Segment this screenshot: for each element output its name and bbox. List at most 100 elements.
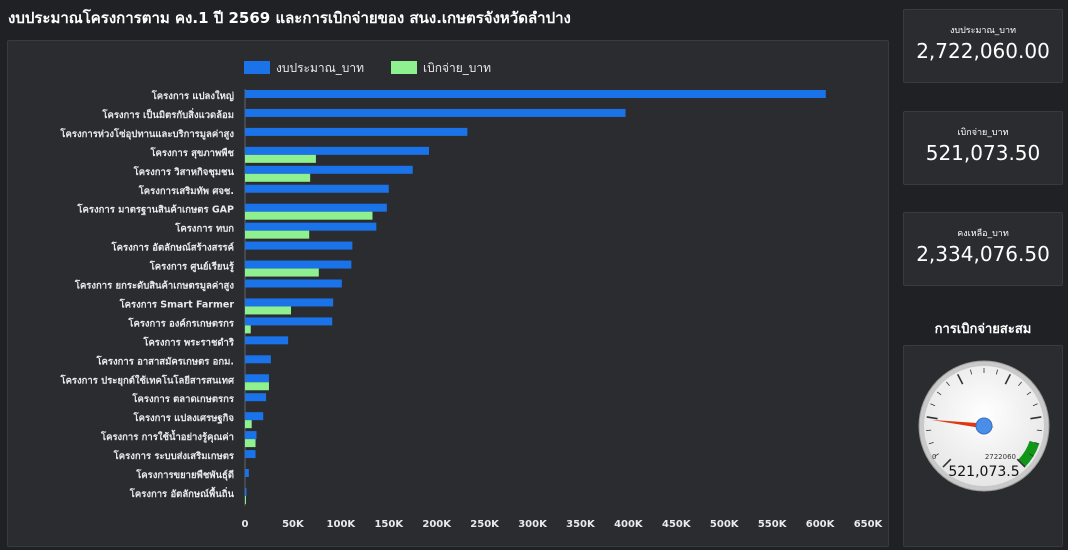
- category-label: โครงการ อัตลักษณ์พื้นถิ่น: [129, 486, 235, 500]
- x-tick-label: 600K: [806, 519, 836, 530]
- gauge-max-label: 2722060: [985, 453, 1016, 461]
- category-label: โครงการ ทบก: [174, 223, 234, 235]
- x-tick-label: 350K: [566, 519, 596, 530]
- gauge-hub: [975, 417, 993, 435]
- kpi-card-remaining: คงเหลือ_บาท 2,334,076.50: [903, 212, 1063, 286]
- kpi-card-spent: เบิกจ่าย_บาท 521,073.50: [903, 111, 1063, 185]
- gauge-tick: [1026, 391, 1032, 396]
- gauge-green-band: [1017, 440, 1040, 468]
- bar-budget[interactable]: [245, 90, 826, 98]
- bar-budget[interactable]: [245, 146, 430, 155]
- gauge-tick: [928, 441, 934, 445]
- bar-budget[interactable]: [245, 393, 267, 402]
- gauge-tick: [942, 458, 952, 468]
- bar-budget[interactable]: [245, 469, 249, 477]
- bar-budget[interactable]: [245, 336, 289, 345]
- bar-spent[interactable]: [245, 268, 319, 277]
- category-label: โครงการ ศูนย์เรียนรู้: [149, 261, 235, 274]
- bar-spent[interactable]: [245, 420, 252, 429]
- category-label: โครงการห่วงโซ่อุปทานและบริการมูลค่าสูง: [59, 128, 234, 141]
- x-tick-label: 0: [242, 519, 249, 530]
- category-label: โครงการ แปลงเศรษฐกิจ: [132, 412, 234, 424]
- bar-budget[interactable]: [245, 165, 413, 174]
- gauge-title: การเบิกจ่ายสะสม: [934, 322, 1032, 337]
- category-label: โครงการ ประยุกต์ใช้เทคโนโลยีสารสนเทศ: [59, 374, 234, 386]
- bar-budget[interactable]: [245, 127, 468, 136]
- x-tick-label: 650K: [854, 519, 884, 530]
- bar-budget[interactable]: [245, 279, 342, 288]
- category-label: โครงการขยายพืชพันธุ์ดี: [135, 469, 234, 481]
- x-tick-label: 100K: [327, 519, 357, 530]
- category-label: โครงการ Smart Farmer: [119, 298, 235, 310]
- gauge-tick: [936, 391, 942, 396]
- kpi-remaining-label: คงเหลือ_บาท: [957, 229, 1009, 239]
- bar-spent[interactable]: [245, 306, 292, 315]
- kpi-spent-value: 521,073.50: [925, 141, 1041, 165]
- bar-budget[interactable]: [245, 203, 387, 212]
- category-label: โครงการ แปลงใหญ่: [151, 90, 234, 102]
- bar-budget[interactable]: [245, 450, 256, 459]
- gauge: 0 2722060 521,073.5: [918, 360, 1050, 492]
- x-tick-label: 550K: [758, 519, 788, 530]
- category-label: โครงการ อาสาสมัครเกษตร อกม.: [95, 355, 234, 367]
- legend-label-spent: เบิกจ่าย_บาท: [423, 61, 491, 75]
- x-tick-label: 150K: [374, 519, 404, 530]
- bar-chart-panel: งบประมาณ_บาท เบิกจ่าย_บาทโครงการ แปลงใหญ่…: [7, 40, 889, 547]
- bar-budget[interactable]: [245, 412, 264, 421]
- legend-swatch-budget: [244, 61, 270, 74]
- bar-budget[interactable]: [245, 355, 271, 364]
- x-tick-label: 500K: [710, 519, 740, 530]
- bar-spent[interactable]: [245, 382, 269, 391]
- bar-budget[interactable]: [245, 298, 334, 307]
- category-label: โครงการ การใช้น้ำอย่างรู้คุณค่า: [100, 429, 234, 444]
- gauge-tick: [926, 416, 938, 420]
- category-label: โครงการ อัตลักษณ์สร้างสรรค์: [111, 242, 234, 254]
- bar-budget[interactable]: [245, 260, 352, 269]
- chart-legend: งบประมาณ_บาท เบิกจ่าย_บาท: [244, 61, 491, 75]
- bar-spent[interactable]: [245, 154, 316, 163]
- gauge-tick: [1028, 453, 1034, 457]
- gauge-tick: [1016, 458, 1026, 468]
- category-label: โครงการ วิสาหกิจชุมชน: [133, 166, 235, 178]
- bar-spent[interactable]: [245, 495, 246, 504]
- x-tick-label: 250K: [470, 519, 500, 530]
- page-title: งบประมาณโครงการตาม คง.1 ปี 2569 และการเบ…: [8, 9, 571, 27]
- bar-spent[interactable]: [245, 173, 311, 182]
- bar-spent[interactable]: [245, 211, 373, 220]
- gauge-tick: [946, 381, 950, 386]
- bar-spent[interactable]: [245, 439, 256, 448]
- x-tick-label: 50K: [282, 519, 305, 530]
- bar-budget[interactable]: [245, 317, 333, 326]
- category-label: โครงการเสริมทัพ ศจช.: [138, 185, 234, 197]
- bar-budget[interactable]: [245, 374, 269, 383]
- gauge-min-label: 0: [932, 453, 936, 461]
- gauge-tick: [1034, 441, 1040, 445]
- kpi-remaining-value: 2,334,076.50: [916, 242, 1050, 266]
- legend-label-budget: งบประมาณ_บาท: [276, 61, 364, 75]
- bar-budget[interactable]: [245, 184, 389, 193]
- gauge-tick: [934, 453, 940, 457]
- x-tick-label: 300K: [518, 519, 548, 530]
- category-label: โครงการ สุขภาพพืช: [149, 147, 234, 159]
- bar-budget[interactable]: [245, 222, 377, 231]
- gauge-tick: [995, 369, 998, 375]
- legend-swatch-spent: [391, 61, 417, 74]
- bar-spent[interactable]: [245, 230, 310, 239]
- category-label: โครงการ พระราชดำริ: [142, 336, 235, 348]
- bar-budget[interactable]: [245, 241, 353, 250]
- category-label: โครงการ มาตรฐานสินค้าเกษตร GAP: [76, 204, 234, 216]
- gauge-tick: [1030, 416, 1042, 420]
- category-label: โครงการ ตลาดเกษตรกร: [131, 393, 234, 405]
- category-label: โครงการ ระบบส่งเสริมเกษตร: [113, 450, 235, 462]
- bar-budget[interactable]: [245, 487, 247, 496]
- gauge-tick: [1032, 403, 1038, 407]
- bar-spent[interactable]: [245, 325, 251, 334]
- x-tick-label: 400K: [614, 519, 644, 530]
- bar-budget[interactable]: [245, 108, 626, 117]
- gauge-tick: [970, 369, 973, 375]
- gauge-tick: [1018, 381, 1022, 386]
- gauge-panel: 0 2722060 521,073.5: [903, 345, 1063, 547]
- category-label: โครงการ เป็นมิตรกับสิ่งแวดล้อม: [101, 107, 234, 121]
- bar-budget[interactable]: [245, 431, 257, 440]
- kpi-spent-label: เบิกจ่าย_บาท: [957, 128, 1009, 138]
